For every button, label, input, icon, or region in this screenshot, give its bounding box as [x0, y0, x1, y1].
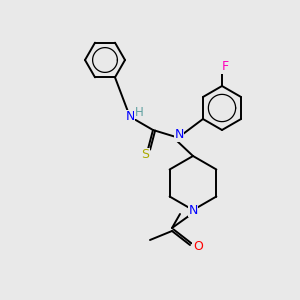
- Text: F: F: [221, 61, 229, 74]
- Text: H: H: [135, 106, 143, 118]
- Text: S: S: [141, 148, 149, 161]
- Text: N: N: [188, 203, 198, 217]
- Text: O: O: [193, 239, 203, 253]
- Text: N: N: [188, 203, 198, 217]
- Text: N: N: [174, 128, 184, 142]
- Text: N: N: [125, 110, 135, 124]
